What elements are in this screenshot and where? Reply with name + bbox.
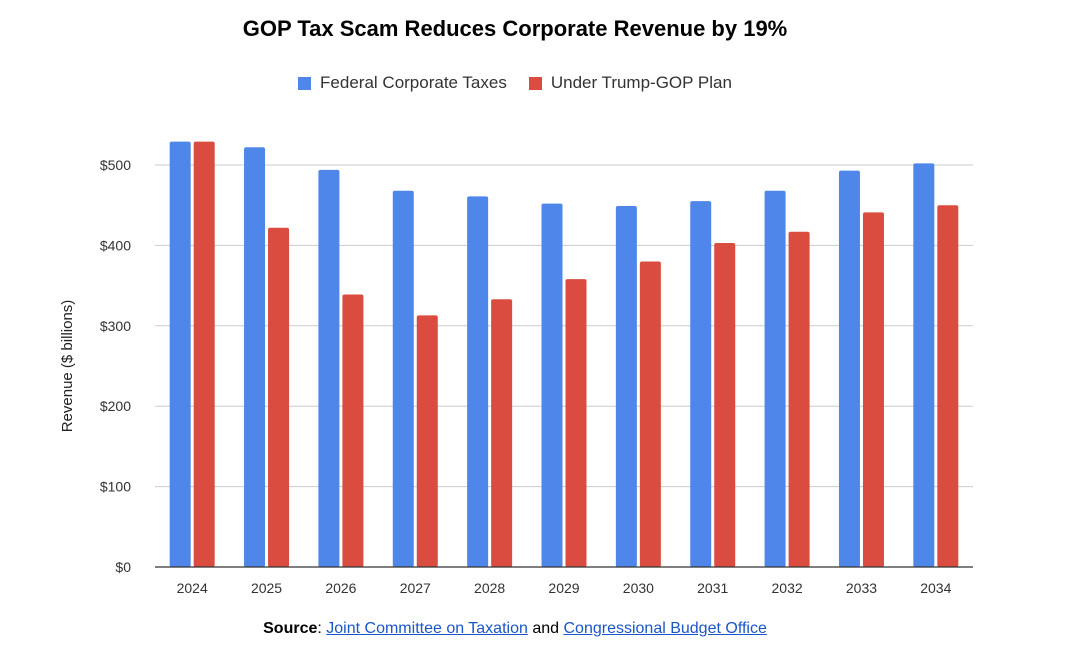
chart-title: GOP Tax Scam Reduces Corporate Revenue b… — [242, 16, 788, 41]
bar-gop-plan-2029 — [565, 279, 587, 567]
bar-gop-plan-2024 — [193, 141, 215, 567]
bar-gop-plan-2026 — [342, 294, 364, 567]
bar-gop-plan-2034 — [937, 205, 959, 567]
legend-swatch-gop-plan — [528, 76, 542, 90]
bar-gop-plan-2025 — [268, 227, 290, 567]
bar-federal-2027 — [392, 190, 414, 567]
bar-gop-plan-2031 — [714, 242, 736, 567]
y-tick-label: $500 — [100, 157, 131, 173]
bar-federal-2032 — [764, 190, 786, 567]
bar-gop-plan-2028 — [491, 299, 513, 567]
source-separator: : — [317, 620, 322, 637]
bar-gop-plan-2032 — [788, 231, 810, 567]
y-tick-label: $200 — [100, 398, 131, 414]
x-tick-label: 2024 — [177, 580, 208, 596]
x-tick-label: 2034 — [920, 580, 951, 596]
bar-federal-2025 — [244, 147, 266, 567]
bar-federal-2031 — [690, 201, 712, 567]
y-tick-label: $0 — [115, 559, 131, 575]
source-conjunction: and — [532, 620, 560, 637]
x-tick-label: 2031 — [697, 580, 728, 596]
x-tick-label: 2029 — [548, 580, 579, 596]
bar-federal-2030 — [615, 206, 637, 567]
bar-gop-plan-2030 — [639, 261, 661, 567]
x-tick-label: 2027 — [400, 580, 431, 596]
source-label: Source — [263, 620, 318, 637]
legend-label-gop-plan: Under Trump-GOP Plan — [550, 73, 732, 92]
bar-federal-2024 — [169, 141, 191, 567]
x-tick-label: 2026 — [325, 580, 356, 596]
bar-federal-2033 — [838, 170, 860, 568]
y-axis-label: Revenue ($ billions) — [59, 300, 76, 433]
y-tick-label: $100 — [100, 479, 131, 495]
bar-federal-2028 — [467, 196, 489, 567]
bar-gop-plan-2033 — [862, 212, 884, 567]
bar-federal-2026 — [318, 169, 340, 567]
source-line: Source: Joint Committee on Taxation and … — [0, 620, 1030, 638]
legend: Federal Corporate Taxes Under Trump-GOP … — [0, 73, 1030, 93]
legend-label-federal: Federal Corporate Taxes — [320, 73, 507, 92]
x-tick-label: 2032 — [772, 580, 803, 596]
legend-swatch-federal — [298, 76, 312, 90]
x-tick-label: 2028 — [474, 580, 505, 596]
bar-federal-2029 — [541, 203, 563, 568]
y-tick-label: $300 — [100, 318, 131, 334]
bar-gop-plan-2027 — [416, 315, 438, 567]
legend-item-gop-plan: Under Trump-GOP Plan — [528, 73, 732, 93]
source-link-cbo[interactable]: Congressional Budget Office — [563, 620, 767, 637]
y-tick-label: $400 — [100, 237, 131, 253]
x-tick-label: 2033 — [846, 580, 877, 596]
x-tick-label: 2025 — [251, 580, 282, 596]
bar-federal-2034 — [913, 163, 935, 567]
legend-item-federal: Federal Corporate Taxes — [298, 73, 507, 93]
x-tick-label: 2030 — [623, 580, 654, 596]
source-link-jct[interactable]: Joint Committee on Taxation — [326, 620, 528, 637]
